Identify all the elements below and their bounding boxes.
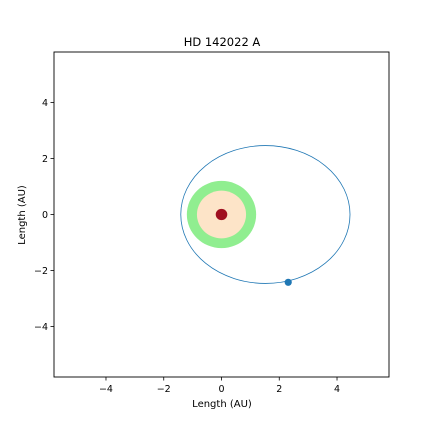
x-tick-label: −2 [157,384,171,395]
x-tick-label: 4 [334,384,340,395]
planet-marker [284,278,292,286]
plot-area [180,145,351,286]
x-tick-label: −4 [99,384,113,395]
y-tick-label: −4 [34,322,48,333]
x-axis: −4 −2 0 2 4 [99,377,340,395]
y-tick-label: 0 [42,210,48,221]
y-tick-label: 4 [42,98,48,109]
star-marker [215,208,228,221]
x-tick-label: 0 [218,384,224,395]
y-axis: −4 −2 0 2 4 [34,98,54,333]
x-axis-label: Length (AU) [192,399,252,410]
y-tick-label: 2 [42,154,48,165]
orbit-path [180,145,351,284]
y-axis-label: Length (AU) [17,185,28,245]
y-tick-label: −2 [34,266,48,277]
chart-title: HD 142022 A [184,35,261,49]
x-tick-label: 2 [276,384,282,395]
